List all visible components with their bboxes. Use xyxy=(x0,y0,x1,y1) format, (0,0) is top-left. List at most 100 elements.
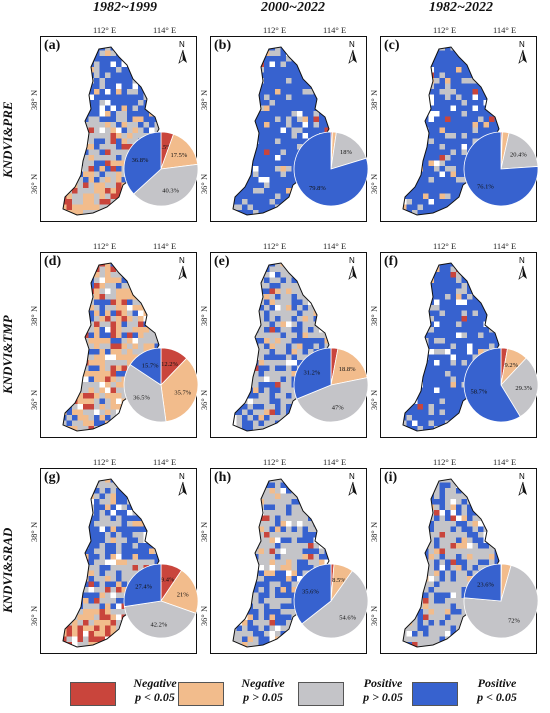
pie-value-label: 17.5% xyxy=(170,152,187,159)
pie-value-label: 2.9% xyxy=(500,129,514,131)
pie-value-label: 29.3% xyxy=(515,385,532,392)
pie-slice-pos-nonsig xyxy=(500,132,539,170)
pie-value-label: 36.5% xyxy=(133,395,150,402)
lat-tick-label: 38° N xyxy=(369,89,380,111)
north-arrow-icon: N xyxy=(516,472,530,497)
lat-tick-label: 36° N xyxy=(369,173,380,195)
legend-swatch xyxy=(178,682,224,706)
pie-chart: 3% 18.8% 47% 31.2% xyxy=(293,345,369,423)
pie-value-label: 0.6% xyxy=(495,129,509,131)
pie-slice-neg-nonsig xyxy=(330,348,368,386)
legend: Negative p < 0.05 Negative p > 0.05 Positi… xyxy=(0,674,550,713)
pie-slice-pos-nonsig xyxy=(330,131,367,170)
pie-value-label: 36.8% xyxy=(132,157,149,164)
province-outline xyxy=(232,46,330,216)
lon-tick-label: 114° E xyxy=(153,241,177,251)
lon-tick-label: 114° E xyxy=(493,457,517,467)
legend-swatch xyxy=(70,682,116,706)
pie-value-label: 1.7% xyxy=(328,129,342,131)
north-label: N xyxy=(349,472,355,481)
lon-tick-label: 114° E xyxy=(153,25,177,35)
legend-swatch xyxy=(298,682,344,706)
pie-slice-neg-nonsig xyxy=(160,569,199,614)
lon-tick-label: 114° E xyxy=(153,457,177,467)
pie-slice-pos-sig xyxy=(293,131,369,207)
lat-tick-label: 36° N xyxy=(369,389,380,411)
province-map xyxy=(232,46,330,216)
lat-tick-label: 38° N xyxy=(369,521,380,543)
pie-chart: 9.4%21% 42.2% 27.4% xyxy=(123,563,199,639)
map-panel-e: 112° E 114° E 38° N 36° N (e) N 3% 18.8% 47% 31.2… xyxy=(199,241,369,438)
lat-tick-label: 38° N xyxy=(199,305,210,327)
north-arrow-icon: N xyxy=(516,256,530,281)
pie-chart: 0.6%1.7% 18% 79.8% xyxy=(293,129,369,207)
north-label: N xyxy=(519,256,525,265)
pie-slice-neg-nonsig xyxy=(160,133,199,170)
pie-chart: 5.5%17.5% 40.3% 36.8% xyxy=(123,131,199,207)
province-outline xyxy=(232,478,330,648)
row-title-2: KNDVI&TMP xyxy=(0,315,15,395)
pie-value-label: 20.4% xyxy=(510,152,527,159)
pie-chart: 12.2% 35.7% 36.5% 15.7% xyxy=(123,347,199,423)
lat-tick-label: 38° N xyxy=(29,89,40,111)
pie-value-label: 79.8% xyxy=(309,185,326,192)
lat-tick-label: 36° N xyxy=(369,605,380,627)
pie-value-label: 23.6% xyxy=(477,582,494,589)
north-arrow-icon: N xyxy=(176,40,190,65)
panel-label: (d) xyxy=(44,254,62,269)
pie-value-label: 12.2% xyxy=(161,361,178,368)
province-outline xyxy=(402,262,500,432)
north-label: N xyxy=(519,40,525,49)
north-label: N xyxy=(519,472,525,481)
pie-value-label: 15.7% xyxy=(142,362,159,369)
province-outline xyxy=(402,46,500,216)
pie-slice-pos-nonsig xyxy=(123,600,197,639)
lon-tick-label: 112° E xyxy=(433,457,457,467)
panel-label: (c) xyxy=(384,38,400,53)
pie-value-label: 35.6% xyxy=(302,588,319,595)
pie-slice-pos-sig xyxy=(293,347,332,400)
pie-slice-pos-nonsig xyxy=(463,564,539,639)
panel-label: (g) xyxy=(44,470,61,485)
pie-value-label: 0.6% xyxy=(325,129,339,131)
map-panel-h: 112° E 114° E 38° N 36° N (h) N 1.3% 8.5% 54.6% 3… xyxy=(199,457,369,654)
province-outline xyxy=(402,478,500,648)
lat-tick-label: 36° N xyxy=(199,389,210,411)
lat-tick-label: 38° N xyxy=(199,89,210,111)
lon-tick-label: 112° E xyxy=(433,241,457,251)
pie-value-label: 40.3% xyxy=(162,187,179,194)
lon-tick-label: 112° E xyxy=(433,25,457,35)
pie-chart: 0.2%4.2% 72% 23.6% xyxy=(463,561,539,639)
north-arrow-icon: N xyxy=(346,40,360,65)
legend-label: Positive p > 0.05 xyxy=(363,676,403,704)
map-panel-i: 112° E 114° E 38° N 36° N (i) N 0.2%4.2% 72% 23.… xyxy=(369,457,539,654)
legend-label: Negative p < 0.05 xyxy=(133,676,177,704)
panel-label: (a) xyxy=(44,38,61,53)
north-arrow-icon: N xyxy=(176,256,190,281)
province-outline xyxy=(62,262,160,432)
province-outline xyxy=(62,46,160,216)
north-arrow-icon: N xyxy=(516,40,530,65)
column-title-2: 2000~2022 xyxy=(261,0,325,15)
north-arrow-icon: N xyxy=(346,256,360,281)
panel-label: (i) xyxy=(384,470,398,485)
pie-value-label: 47% xyxy=(332,404,345,411)
panel-label: (f) xyxy=(384,254,398,269)
pie-value-label: 3% xyxy=(331,345,340,347)
lon-tick-label: 112° E xyxy=(93,241,117,251)
pie-slice-pos-sig xyxy=(123,131,162,195)
lat-tick-label: 38° N xyxy=(369,305,380,327)
north-arrow-icon: N xyxy=(346,472,360,497)
legend-swatch xyxy=(412,682,458,706)
pie-slice-pos-nonsig xyxy=(301,570,369,639)
column-title-1: 1982~1999 xyxy=(93,0,157,15)
pie-value-label: 58.7% xyxy=(471,389,488,396)
map-panel-a: 112° E 114° E 38° N 36° N (a) N 5.5% 17.5% 40.3%… xyxy=(29,25,199,222)
north-label: N xyxy=(349,256,355,265)
north-arrow-icon: N xyxy=(176,472,190,497)
pie-chart: 1.3% 8.5% 54.6% 35.6% xyxy=(293,561,369,639)
north-label: N xyxy=(179,40,185,49)
lat-tick-label: 36° N xyxy=(29,173,40,195)
row-title-1: KNDVI&PRE xyxy=(0,101,15,179)
pie-value-label: 31.2% xyxy=(304,370,321,377)
